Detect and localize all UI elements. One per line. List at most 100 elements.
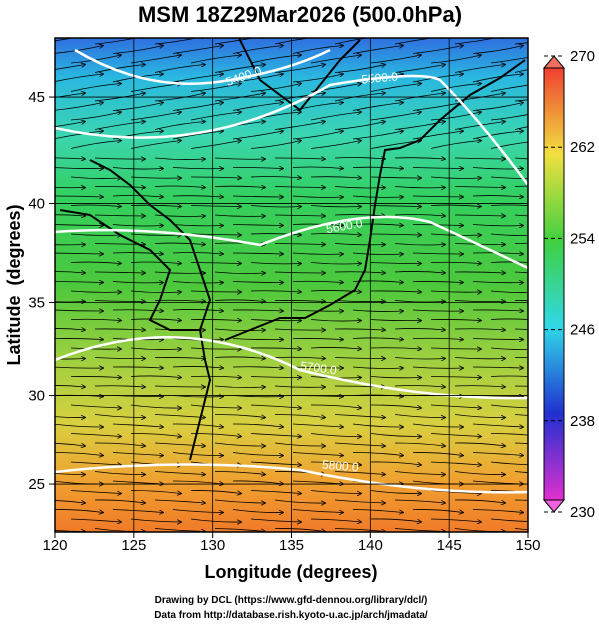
streamline [490, 141, 528, 149]
streamline [94, 358, 145, 359]
streamline [412, 196, 463, 197]
streamline [214, 272, 265, 274]
streamline [190, 404, 241, 408]
streamline [352, 452, 403, 455]
streamline [352, 367, 403, 369]
streamline [514, 126, 528, 130]
streamline [334, 272, 385, 273]
streamline [214, 471, 265, 474]
footer-line: Drawing by DCL (https://www.gfd-dennou.o… [155, 595, 428, 606]
streamline [310, 518, 361, 522]
streamline [490, 404, 528, 409]
streamline [250, 518, 301, 522]
y-tick-label: 35 [28, 295, 45, 312]
streamline [412, 46, 463, 54]
streamline [232, 339, 283, 340]
streamline [70, 112, 121, 121]
streamline [250, 461, 301, 465]
streamline [274, 215, 325, 216]
streamline [130, 177, 181, 178]
streamline [430, 404, 481, 408]
y-tick-label: 40 [28, 196, 45, 213]
streamline [472, 509, 523, 513]
streamline [310, 112, 361, 121]
streamline [430, 291, 481, 292]
y-tick-label: 25 [28, 476, 45, 493]
streamline [454, 329, 505, 330]
streamline [130, 433, 181, 436]
streamline [55, 272, 85, 273]
streamline [154, 186, 205, 188]
streamline [514, 528, 528, 531]
streamline [55, 168, 103, 169]
streamline [514, 442, 528, 444]
streamline [232, 196, 283, 197]
streamline [352, 224, 403, 225]
streamline [232, 282, 283, 283]
streamline [232, 225, 283, 226]
streamline [214, 300, 265, 302]
streamline [130, 262, 181, 263]
streamline [112, 195, 163, 197]
streamline [94, 38, 145, 45]
streamline [70, 348, 121, 349]
streamline [490, 375, 528, 377]
streamline [292, 131, 343, 140]
streamline [190, 376, 241, 377]
streamline [154, 442, 205, 446]
streamline [55, 472, 85, 475]
streamline [55, 187, 85, 188]
streamline [292, 74, 343, 83]
streamline [472, 74, 523, 83]
streamline [370, 263, 421, 264]
streamline [292, 253, 343, 254]
streamline [172, 366, 223, 368]
streamline [190, 206, 241, 207]
streamline [172, 452, 223, 456]
streamline [454, 442, 505, 446]
streamline [112, 452, 163, 456]
streamline [394, 271, 445, 273]
streamline [55, 301, 85, 303]
streamline [70, 262, 121, 263]
streamline [55, 367, 103, 368]
streamline [352, 253, 403, 255]
streamline [94, 65, 145, 73]
streamline [250, 291, 301, 292]
streamline [274, 386, 325, 387]
x-tick-label: 130 [200, 537, 225, 554]
streamline [430, 518, 481, 522]
contour-label: 5700.0 [299, 359, 338, 378]
streamline [292, 281, 343, 282]
streamline [250, 263, 301, 264]
streamline [190, 490, 241, 493]
streamline [154, 386, 205, 387]
streamline [55, 65, 85, 70]
streamline [394, 442, 445, 446]
streamline [352, 46, 403, 54]
streamline [250, 404, 301, 408]
streamline [370, 377, 421, 378]
streamline [214, 386, 265, 388]
streamline [370, 461, 421, 465]
streamline [232, 103, 283, 111]
streamline [472, 452, 523, 456]
streamline [334, 244, 385, 245]
streamline [490, 433, 528, 436]
streamline [250, 348, 301, 349]
streamline [172, 168, 223, 169]
streamline [70, 84, 121, 92]
streamline [274, 272, 325, 273]
streamline [190, 433, 241, 436]
streamline [514, 69, 528, 73]
streamline [250, 377, 301, 378]
streamline [232, 423, 283, 427]
streamline [430, 112, 481, 121]
streamline [55, 310, 103, 311]
streamline [70, 291, 121, 292]
streamline [412, 338, 463, 339]
streamline [55, 385, 85, 387]
streamline [94, 442, 145, 446]
streamline [430, 490, 481, 494]
streamline [274, 65, 325, 73]
